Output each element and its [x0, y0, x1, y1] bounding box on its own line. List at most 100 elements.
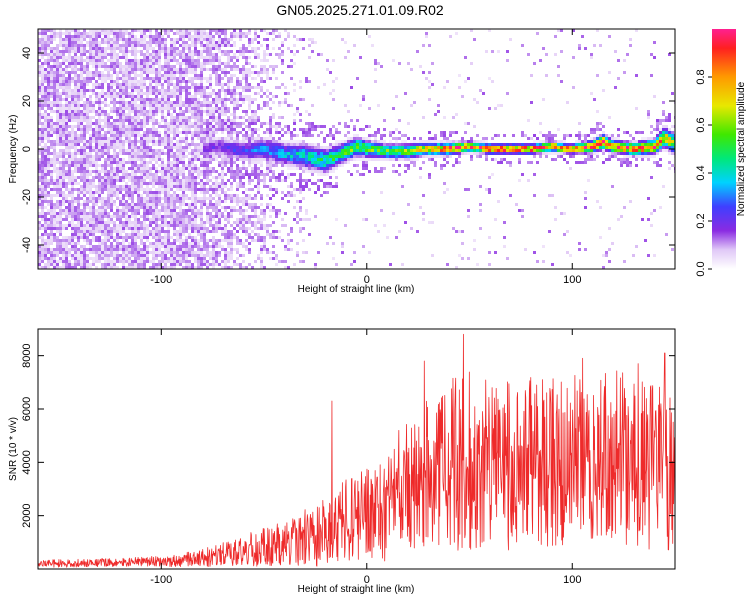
heatmap-cell — [116, 260, 119, 263]
heatmap-cell — [101, 164, 104, 167]
heatmap-cell — [71, 98, 74, 101]
heatmap-cell — [134, 56, 137, 59]
heatmap-cell — [236, 209, 239, 212]
heatmap-cell — [203, 227, 206, 230]
heatmap-cell — [140, 185, 143, 188]
heatmap-cell — [155, 200, 158, 203]
heatmap-cell — [104, 206, 107, 209]
heatmap-cell — [92, 62, 95, 65]
heatmap-cell — [50, 230, 53, 233]
heatmap-cell — [131, 245, 134, 248]
heatmap-cell — [116, 62, 119, 65]
heatmap-cell — [215, 212, 218, 215]
heatmap-cell — [176, 113, 179, 116]
heatmap-cell — [143, 188, 146, 191]
heatmap-cell — [134, 212, 137, 215]
heatmap-cell — [104, 137, 107, 140]
heatmap-cell — [242, 155, 245, 158]
heatmap-cell — [53, 35, 56, 38]
heatmap-cell — [209, 251, 212, 254]
heatmap-cell — [233, 155, 236, 158]
heatmap-cell — [47, 113, 50, 116]
heatmap-cell — [83, 80, 86, 83]
heatmap-cell — [251, 203, 254, 206]
heatmap-cell — [188, 56, 191, 59]
heatmap-cell — [92, 35, 95, 38]
heatmap-cell — [44, 125, 47, 128]
heatmap-cell — [38, 128, 41, 131]
heatmap-cell — [188, 29, 191, 32]
heatmap-cell — [179, 86, 182, 89]
heatmap-cell — [164, 128, 167, 131]
heatmap-cell — [143, 65, 146, 68]
heatmap-cell — [38, 74, 41, 77]
heatmap-cell — [107, 176, 110, 179]
heatmap-cell — [185, 251, 188, 254]
heatmap-cell — [86, 254, 89, 257]
heatmap-cell — [248, 86, 251, 89]
heatmap-cell — [140, 65, 143, 68]
heatmap-cell — [191, 209, 194, 212]
heatmap-cell — [131, 65, 134, 68]
heatmap-cell — [203, 221, 206, 224]
heatmap-cell — [95, 110, 98, 113]
heatmap-cell — [101, 74, 104, 77]
heatmap-cell — [257, 227, 260, 230]
heatmap-cell — [230, 35, 233, 38]
heatmap-cell — [161, 125, 164, 128]
heatmap-cell — [161, 44, 164, 47]
heatmap-cell — [95, 50, 98, 53]
heatmap-cell — [152, 254, 155, 257]
heatmap-cell — [227, 125, 230, 128]
heatmap-cell — [203, 182, 206, 185]
heatmap-cell — [50, 176, 53, 179]
heatmap-cell — [125, 62, 128, 65]
heatmap-cell — [143, 77, 146, 80]
heatmap-cell — [143, 248, 146, 251]
heatmap-cell — [59, 206, 62, 209]
heatmap-cell — [131, 77, 134, 80]
heatmap-cell — [260, 137, 263, 140]
heatmap-cell — [254, 149, 257, 152]
heatmap-cell — [149, 251, 152, 254]
heatmap-cell — [74, 182, 77, 185]
heatmap-cell — [140, 125, 143, 128]
heatmap-cell — [206, 68, 209, 71]
heatmap-cell — [149, 245, 152, 248]
heatmap-cell — [122, 200, 125, 203]
heatmap-cell — [173, 83, 176, 86]
heatmap-cell — [89, 200, 92, 203]
heatmap-cell — [71, 119, 74, 122]
heatmap-cell — [119, 260, 122, 263]
heatmap-cell — [71, 47, 74, 50]
heatmap-cell — [188, 68, 191, 71]
heatmap-cell — [203, 98, 206, 101]
heatmap-cell — [122, 230, 125, 233]
heatmap-cell — [176, 41, 179, 44]
heatmap-cell — [101, 137, 104, 140]
heatmap-cell — [95, 227, 98, 230]
heatmap-cell — [155, 74, 158, 77]
heatmap-cell — [260, 146, 263, 149]
heatmap-cell — [251, 65, 254, 68]
heatmap-cell — [65, 206, 68, 209]
heatmap-cell — [173, 134, 176, 137]
heatmap-cell — [44, 131, 47, 134]
heatmap-cell — [179, 35, 182, 38]
heatmap-cell — [110, 194, 113, 197]
heatmap-cell — [200, 161, 203, 164]
heatmap-cell — [119, 197, 122, 200]
heatmap-cell — [218, 218, 221, 221]
heatmap-cell — [44, 263, 47, 266]
heatmap-cell — [44, 29, 47, 32]
heatmap-cell — [65, 239, 68, 242]
heatmap-cell — [206, 203, 209, 206]
heatmap-cell — [209, 146, 212, 149]
heatmap-cell — [56, 125, 59, 128]
heatmap-cell — [134, 206, 137, 209]
heatmap-cell — [101, 182, 104, 185]
heatmap-cell — [140, 155, 143, 158]
heatmap-cell — [185, 203, 188, 206]
heatmap-cell — [188, 62, 191, 65]
heatmap-cell — [194, 74, 197, 77]
